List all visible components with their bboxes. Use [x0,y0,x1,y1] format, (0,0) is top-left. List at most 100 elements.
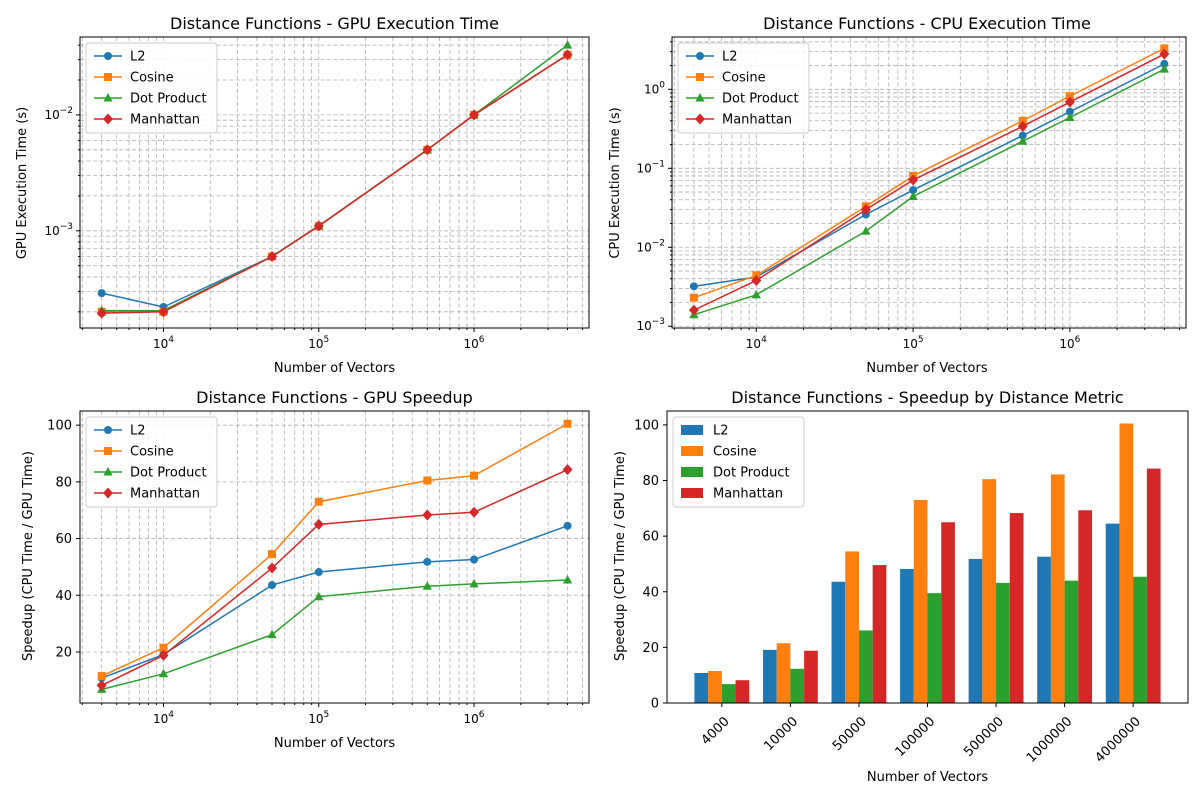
y-tick-label: 40 [642,585,659,600]
series [97,419,572,681]
plot-frame [79,410,590,704]
y-tick-label: 10−1 [636,159,665,175]
x-tick-label: 104 [153,710,174,726]
x-axis-label: Number of Vectors [867,770,988,785]
bar [831,581,846,703]
data-point [563,419,572,428]
data-point [860,204,871,216]
x-axis-label: Number of Vectors [274,361,395,376]
data-point [1018,136,1028,145]
data-point [861,226,871,235]
legend-box [677,42,810,134]
legend-label: Cosine [130,71,174,86]
legend-marker [103,487,113,499]
data-point [562,40,573,49]
data-point [268,550,277,559]
x-tick-label: 106 [464,710,485,726]
plot-frame [671,36,1187,329]
x-tick-label: 104 [746,335,767,351]
legend-entry: L2 [686,50,738,65]
legend-marker [104,52,112,60]
bar [913,499,928,703]
data-point [96,307,107,319]
series [689,64,1169,319]
data-point [470,555,479,564]
data-point [267,562,278,574]
legend-swatch [681,467,703,477]
bar [1064,580,1079,703]
legend-marker [695,113,705,125]
data-point [562,464,573,476]
data-point [313,518,324,530]
legend-entry: Cosine [94,445,174,460]
legend-label: L2 [713,424,729,439]
data-point [1065,107,1074,116]
bar [776,643,791,703]
legend-entry: Manhattan [686,113,792,128]
legend-entry: Manhattan [681,487,783,502]
y-tick-label: 10−3 [636,317,665,333]
data-point [1018,131,1027,140]
y-tick-label: 10−3 [44,222,73,238]
legend-box [672,416,805,508]
y-tick-label: 100 [47,419,72,434]
data-point [314,591,324,601]
bar [708,671,722,703]
y-tick-label: 20 [642,641,659,656]
data-point [469,578,479,588]
legend-label: L2 [130,50,146,65]
y-axis-label: Speedup (CPU Time / GPU Time) [21,451,36,661]
bar [1050,474,1065,703]
data-point [313,220,324,232]
bar [1119,423,1134,703]
bar [927,593,942,703]
data-point [562,574,573,584]
legend-marker [696,52,704,60]
x-tick-label: 106 [464,335,485,351]
y-tick-label: 100 [644,80,665,96]
legend-entry: L2 [681,424,729,439]
x-tick-label: 106 [1059,335,1080,351]
data-point [908,174,919,186]
data-point [1160,59,1169,68]
data-point [422,581,432,590]
legend-entry: L2 [94,50,146,65]
plot-frame [666,410,1189,704]
bar [968,558,983,703]
bar [1078,510,1093,703]
data-point [97,672,106,681]
data-point [563,521,572,530]
series [688,48,1170,316]
legend-label: Manhattan [713,487,783,502]
bar [1037,556,1051,703]
bar [762,649,777,703]
data-point [314,497,323,506]
x-tick-label: 105 [308,710,329,726]
chart-title: Distance Functions - GPU Execution Time [170,14,499,33]
data-point [159,643,168,652]
legend-box [85,42,218,134]
legend-label: Cosine [722,71,766,86]
data-point [470,471,479,480]
gpu-speedup-chart: Distance Functions - GPU Speedup Number … [21,388,590,751]
gpu-time-chart: Distance Functions - GPU Execution Time … [15,14,590,376]
series [694,523,1120,703]
chart-title: Distance Functions - CPU Execution Time [763,14,1091,33]
data-point [268,581,277,590]
bar [735,680,750,703]
data-point [314,568,323,577]
y-tick-label: 20 [55,645,72,660]
series [708,423,1134,703]
series [96,464,573,691]
legend-label: L2 [722,50,738,65]
bar [1133,576,1147,703]
legend-entry: Cosine [686,71,766,86]
data-point [1160,44,1169,53]
bar [790,668,805,703]
data-point [1065,112,1075,121]
bar [982,479,997,703]
y-tick-label: 60 [642,530,659,545]
y-tick-label: 10−2 [636,238,665,254]
data-point [97,289,106,298]
data-point [1159,48,1170,60]
